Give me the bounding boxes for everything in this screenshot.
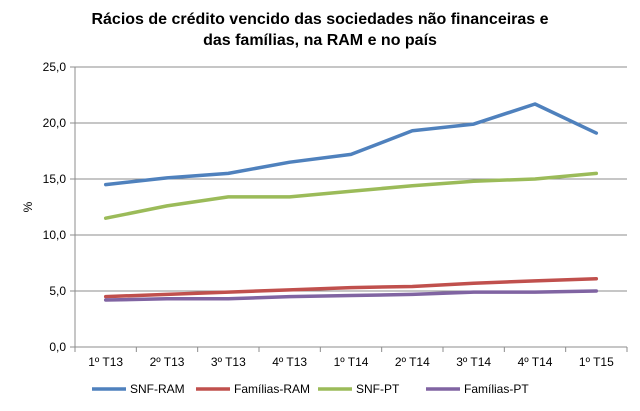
chart-title-line-2: das famílias, na RAM e no país xyxy=(203,32,437,49)
legend-label: SNF-PT xyxy=(356,382,400,396)
legend-item: SNF-RAM xyxy=(92,382,185,396)
y-tick-label: 20,0 xyxy=(43,116,67,130)
x-tick-label: 1º T15 xyxy=(579,355,614,369)
chart-title-line-1: Rácios de crédito vencido das sociedades… xyxy=(91,11,549,28)
y-axis-label: % xyxy=(21,201,35,212)
x-tick-label: 1º T13 xyxy=(88,355,123,369)
x-tick-label: 4º T14 xyxy=(518,355,553,369)
x-tick-label: 4º T13 xyxy=(272,355,307,369)
series-line-snf-ram xyxy=(103,102,599,187)
x-tick-label: 3º T14 xyxy=(456,355,491,369)
y-tick-label: 15,0 xyxy=(43,172,67,186)
legend-label: Famílias-RAM xyxy=(234,382,310,396)
y-tick-label: 10,0 xyxy=(43,228,67,242)
series-line-familias-pt xyxy=(103,289,599,302)
y-tick-label: 5,0 xyxy=(49,284,66,298)
series-line-familias-ram xyxy=(103,276,599,299)
x-tick-label: 2º T13 xyxy=(150,355,185,369)
y-tick-label: 0,0 xyxy=(49,340,66,354)
legend-label: Famílias-PT xyxy=(464,382,529,396)
legend-label: SNF-RAM xyxy=(130,382,185,396)
legend-item: SNF-PT xyxy=(318,382,400,396)
x-tick-label: 2º T14 xyxy=(395,355,430,369)
series-line-snf-pt xyxy=(103,171,599,220)
legend-item: Famílias-PT xyxy=(426,382,529,396)
legend-item: Famílias-RAM xyxy=(196,382,310,396)
y-tick-label: 25,0 xyxy=(43,60,67,74)
x-tick-label: 1º T14 xyxy=(334,355,369,369)
x-tick-label: 3º T13 xyxy=(211,355,246,369)
